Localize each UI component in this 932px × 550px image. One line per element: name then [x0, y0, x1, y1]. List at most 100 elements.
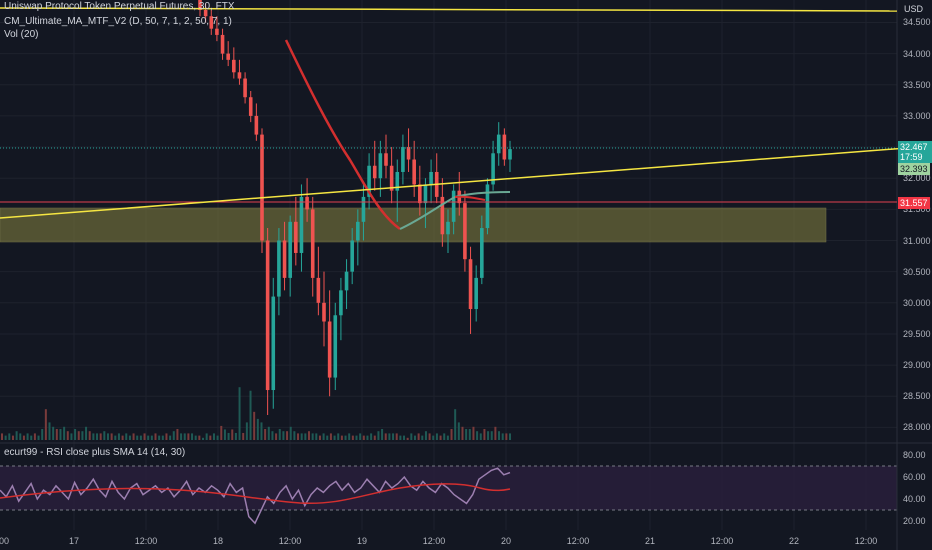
candle-body: [384, 153, 388, 166]
candle-body: [333, 315, 338, 378]
volume-bar: [505, 433, 508, 440]
rsi-legend[interactable]: ecurt99 - RSI close plus SMA 14 (14, 30): [4, 447, 186, 458]
candle-body: [226, 53, 230, 60]
volume-bar: [55, 429, 58, 440]
volume-bar: [92, 433, 95, 440]
volume-bars: [1, 387, 511, 440]
volume-bar: [450, 429, 453, 440]
volume-bar: [256, 418, 259, 440]
volume-bar: [311, 433, 314, 440]
candle-body: [310, 209, 315, 278]
candle-body: [327, 321, 332, 378]
candle-body: [367, 165, 371, 197]
volume-bar: [85, 426, 88, 440]
volume-bar: [158, 435, 161, 440]
volume-bar: [242, 432, 245, 440]
volume-bar: [187, 433, 190, 440]
candle-body: [395, 171, 400, 191]
candle-body: [361, 196, 366, 222]
volume-bar: [297, 433, 300, 440]
price-tick: 31.500: [903, 204, 931, 215]
volume-bar: [154, 433, 157, 440]
volume-bar: [88, 431, 91, 440]
volume-bar: [457, 422, 460, 440]
candle-body: [485, 184, 490, 229]
volume-bar: [110, 433, 113, 440]
volume-bar: [238, 387, 241, 440]
volume-bar: [37, 435, 40, 440]
time-tick: 17: [68, 536, 80, 546]
volume-bar: [216, 435, 219, 440]
volume-bar: [209, 435, 212, 440]
volume-bar: [509, 433, 511, 440]
symbol-legend[interactable]: Uniswap Protocol Token Perpetual Futures…: [4, 1, 235, 12]
volume-bar: [340, 435, 343, 440]
candle-body: [378, 153, 383, 179]
candle-body: [429, 171, 433, 185]
volume-bar: [406, 437, 409, 440]
indicator-legend[interactable]: CM_Ultimate_MA_MTF_V2 (D, 50, 7, 1, 2, 5…: [4, 16, 232, 27]
candle-body: [418, 184, 422, 204]
candle-body: [198, 0, 202, 11]
candle-body: [232, 59, 236, 73]
price-tick: 30.500: [903, 266, 931, 277]
volume-bar: [48, 422, 51, 440]
candle-body: [423, 184, 428, 204]
volume-bar: [63, 426, 66, 440]
volume-bar: [487, 431, 490, 440]
price-tick: 33.500: [903, 79, 931, 90]
candle-body: [389, 165, 394, 191]
volume-bar: [19, 433, 22, 440]
candle-body: [299, 196, 304, 253]
volume-bar: [202, 437, 205, 440]
time-tick: 22: [788, 536, 800, 546]
support-zone: [0, 207, 827, 243]
volume-bar: [77, 431, 80, 440]
candle-body: [451, 190, 456, 222]
candle-body: [401, 147, 405, 172]
volume-bar: [150, 435, 153, 440]
volume-bar: [476, 431, 479, 440]
volume-bar: [117, 433, 120, 440]
time-tick: 18: [212, 536, 224, 546]
volume-bar: [59, 429, 62, 440]
volume-bar: [461, 426, 464, 440]
volume-bar: [300, 433, 303, 440]
candle-body: [406, 147, 411, 160]
volume-bar: [70, 433, 73, 440]
volume-bar: [435, 433, 438, 440]
volume-bar: [293, 431, 296, 440]
volume-bar: [384, 433, 387, 440]
time-tick: 20: [500, 536, 512, 546]
volume-bar: [479, 433, 482, 440]
volume-bar: [410, 433, 413, 440]
candle-body: [294, 221, 298, 253]
candle-body: [446, 221, 450, 235]
volume-bar: [355, 435, 358, 440]
candle-body: [339, 290, 343, 316]
volume-bar: [176, 429, 179, 440]
volume-bar: [128, 435, 131, 440]
volume-bar: [11, 435, 14, 440]
volume-bar: [1, 433, 3, 440]
volume-bar: [366, 435, 369, 440]
time-tick: 12:00: [566, 536, 590, 546]
volume-bar: [30, 435, 33, 440]
volume-bar: [362, 435, 365, 440]
volume-bar: [465, 429, 468, 440]
volume-bar: [139, 435, 142, 440]
volume-bar: [106, 433, 109, 440]
volume-bar: [41, 429, 44, 440]
volume-bar: [223, 429, 226, 440]
volume-bar: [81, 431, 84, 440]
candle-body: [474, 277, 478, 310]
candle-body: [215, 28, 219, 35]
time-tick: 19: [356, 536, 368, 546]
volume-bar: [498, 431, 501, 440]
price-tick: 28.000: [903, 422, 931, 433]
volume-legend[interactable]: Vol (20): [4, 29, 39, 40]
volume-bar: [212, 433, 215, 440]
trendline-top: [0, 7, 898, 12]
volume-bar: [329, 433, 332, 440]
